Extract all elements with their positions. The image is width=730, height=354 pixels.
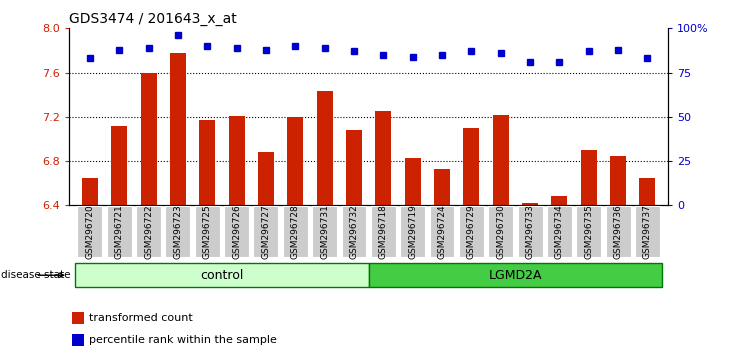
- Text: GSM296734: GSM296734: [555, 205, 564, 259]
- Bar: [518, 206, 542, 257]
- Bar: [253, 206, 278, 257]
- Text: GSM296728: GSM296728: [291, 205, 300, 259]
- Bar: [312, 206, 337, 257]
- Text: GSM296722: GSM296722: [144, 205, 153, 259]
- Text: GSM296733: GSM296733: [526, 204, 534, 259]
- Bar: [72, 312, 84, 324]
- Bar: [606, 206, 631, 257]
- Bar: [82, 178, 98, 205]
- Bar: [224, 206, 249, 257]
- Text: GDS3474 / 201643_x_at: GDS3474 / 201643_x_at: [69, 12, 237, 26]
- Bar: [551, 196, 567, 205]
- Bar: [228, 116, 245, 205]
- Bar: [72, 334, 84, 346]
- Bar: [77, 206, 102, 257]
- Bar: [493, 115, 509, 205]
- Bar: [639, 178, 656, 205]
- Bar: [547, 206, 572, 257]
- Bar: [375, 111, 391, 205]
- Bar: [140, 73, 157, 205]
- Text: GSM296736: GSM296736: [614, 204, 623, 259]
- Bar: [580, 150, 597, 205]
- Text: GSM296737: GSM296737: [643, 204, 652, 259]
- Text: transformed count: transformed count: [89, 313, 193, 323]
- Bar: [635, 206, 660, 257]
- Bar: [576, 206, 602, 257]
- Text: GSM296731: GSM296731: [320, 204, 329, 259]
- Bar: [136, 206, 161, 257]
- Text: GSM296720: GSM296720: [85, 205, 94, 259]
- Text: GSM296721: GSM296721: [115, 205, 123, 259]
- Bar: [404, 158, 420, 205]
- Text: GSM296732: GSM296732: [350, 205, 358, 259]
- Text: GSM296730: GSM296730: [496, 204, 505, 259]
- Bar: [170, 53, 186, 205]
- Text: control: control: [200, 269, 244, 282]
- Bar: [75, 263, 369, 287]
- Text: GSM296725: GSM296725: [203, 205, 212, 259]
- Bar: [317, 91, 333, 205]
- Bar: [342, 206, 366, 257]
- Bar: [400, 206, 425, 257]
- Bar: [195, 206, 220, 257]
- Text: GSM296727: GSM296727: [261, 205, 270, 259]
- Bar: [346, 130, 362, 205]
- Bar: [459, 206, 484, 257]
- Text: GSM296723: GSM296723: [174, 205, 182, 259]
- Bar: [488, 206, 513, 257]
- Bar: [258, 152, 274, 205]
- Text: LGMD2A: LGMD2A: [488, 269, 542, 282]
- Bar: [199, 120, 215, 205]
- Bar: [369, 263, 662, 287]
- Bar: [166, 206, 191, 257]
- Bar: [371, 206, 396, 257]
- Bar: [111, 126, 127, 205]
- Bar: [610, 155, 626, 205]
- Text: GSM296718: GSM296718: [379, 204, 388, 259]
- Text: GSM296726: GSM296726: [232, 205, 241, 259]
- Text: GSM296729: GSM296729: [467, 205, 476, 259]
- Bar: [429, 206, 455, 257]
- Text: percentile rank within the sample: percentile rank within the sample: [89, 335, 277, 345]
- Bar: [464, 128, 480, 205]
- Text: disease state: disease state: [1, 270, 70, 280]
- Text: GSM296735: GSM296735: [584, 204, 593, 259]
- Bar: [107, 206, 131, 257]
- Text: GSM296719: GSM296719: [408, 204, 417, 259]
- Bar: [522, 203, 538, 205]
- Text: GSM296724: GSM296724: [437, 205, 447, 259]
- Bar: [434, 169, 450, 205]
- Bar: [287, 117, 304, 205]
- Bar: [283, 206, 308, 257]
